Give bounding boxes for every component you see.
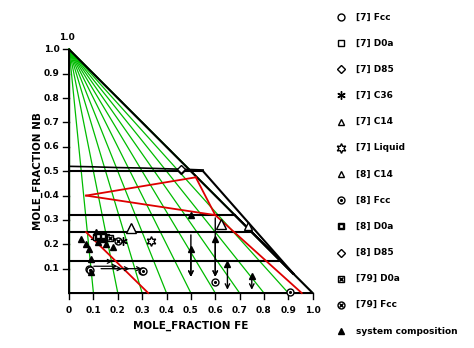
Text: [79] Fcc: [79] Fcc xyxy=(356,300,397,309)
Text: 0.5: 0.5 xyxy=(183,307,199,315)
Text: 0.7: 0.7 xyxy=(232,307,247,315)
Text: [7] D0a: [7] D0a xyxy=(356,39,393,48)
Text: MOLE_FRACTION NB: MOLE_FRACTION NB xyxy=(32,112,43,230)
Text: 0.4: 0.4 xyxy=(159,307,174,315)
Text: 0.1: 0.1 xyxy=(44,264,59,273)
Text: 0.9: 0.9 xyxy=(44,69,59,78)
Text: [8] D0a: [8] D0a xyxy=(356,222,393,231)
Text: 0.3: 0.3 xyxy=(134,307,150,315)
Text: MOLE_FRACTION FE: MOLE_FRACTION FE xyxy=(133,321,248,331)
Text: 0.6: 0.6 xyxy=(207,307,223,315)
Text: 0.4: 0.4 xyxy=(44,191,59,200)
Text: 0.5: 0.5 xyxy=(44,167,59,176)
Text: 1.0: 1.0 xyxy=(305,307,320,315)
Text: system composition: system composition xyxy=(356,326,457,335)
Text: [7] C14: [7] C14 xyxy=(356,117,392,126)
Text: 0.8: 0.8 xyxy=(256,307,272,315)
Text: 0.1: 0.1 xyxy=(85,307,101,315)
Text: [79] D0a: [79] D0a xyxy=(356,274,400,283)
Text: [7] C36: [7] C36 xyxy=(356,91,392,100)
Text: [8] Fcc: [8] Fcc xyxy=(356,196,390,205)
Text: [7] Fcc: [7] Fcc xyxy=(356,13,390,22)
Text: 1.0: 1.0 xyxy=(44,45,59,54)
Text: 0.6: 0.6 xyxy=(44,142,59,151)
Text: 0.2: 0.2 xyxy=(44,240,59,249)
Text: 0.8: 0.8 xyxy=(44,94,59,103)
Text: 1.0: 1.0 xyxy=(59,33,74,42)
Text: [7] Liquid: [7] Liquid xyxy=(356,143,405,152)
Text: 0.7: 0.7 xyxy=(44,118,59,127)
Text: [7] D85: [7] D85 xyxy=(356,65,393,74)
Text: 0.2: 0.2 xyxy=(110,307,126,315)
Text: 0: 0 xyxy=(66,307,72,315)
Text: [8] D85: [8] D85 xyxy=(356,248,393,257)
Text: [8] C14: [8] C14 xyxy=(356,169,392,179)
Text: 0.3: 0.3 xyxy=(44,215,59,224)
Text: 0.9: 0.9 xyxy=(281,307,296,315)
